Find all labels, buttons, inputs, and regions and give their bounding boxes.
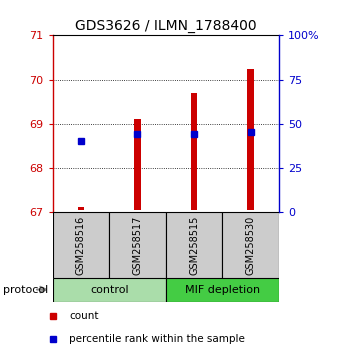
Bar — [53, 278, 166, 302]
Bar — [166, 278, 279, 302]
Text: MIF depletion: MIF depletion — [185, 285, 260, 295]
Text: count: count — [69, 311, 99, 321]
Bar — [134, 120, 141, 210]
Text: GSM258516: GSM258516 — [76, 216, 86, 275]
Text: protocol: protocol — [3, 285, 49, 295]
Text: GSM258515: GSM258515 — [189, 216, 199, 275]
Bar — [222, 212, 279, 278]
Title: GDS3626 / ILMN_1788400: GDS3626 / ILMN_1788400 — [75, 19, 257, 33]
Text: GSM258517: GSM258517 — [133, 216, 142, 275]
Text: percentile rank within the sample: percentile rank within the sample — [69, 334, 245, 344]
Text: GSM258530: GSM258530 — [245, 216, 256, 275]
Bar — [53, 212, 109, 278]
Bar — [166, 212, 222, 278]
Bar — [109, 212, 166, 278]
Bar — [247, 69, 254, 210]
Text: control: control — [90, 285, 129, 295]
Bar — [191, 93, 198, 210]
Bar — [78, 207, 84, 210]
